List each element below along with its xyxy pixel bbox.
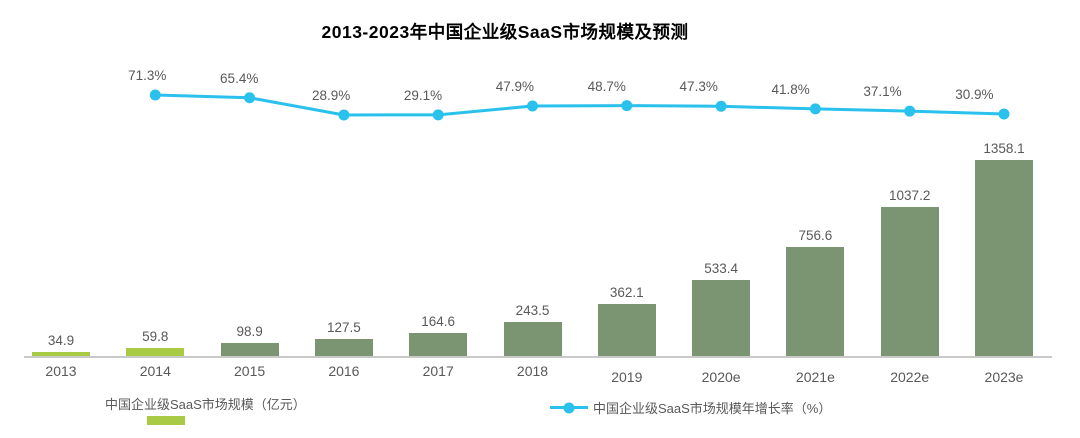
- x-axis-label: 2013: [45, 363, 77, 379]
- growth-point-label: 30.9%: [955, 87, 994, 103]
- bar-value-label: 243.5: [515, 302, 550, 318]
- bar-value-label: 362.1: [609, 285, 644, 301]
- growth-point-dot: [998, 108, 1010, 120]
- growth-point-dot: [904, 105, 916, 117]
- growth-point-dot: [621, 100, 633, 112]
- bar-value-label: 533.4: [704, 260, 738, 276]
- bar-value-label: 756.6: [798, 228, 833, 244]
- growth-point-dot: [244, 92, 256, 104]
- growth-point-dot: [809, 103, 821, 115]
- growth-point-label: 41.8%: [771, 81, 810, 97]
- bar-value-label: 98.9: [236, 323, 263, 339]
- growth-point-label: 29.1%: [403, 87, 443, 103]
- bar-2014: [126, 348, 185, 357]
- x-axis-label: 2015: [234, 363, 266, 379]
- x-axis-label: 2016: [328, 363, 360, 379]
- bar-2020e: [692, 279, 751, 357]
- bar-2022e: [880, 206, 939, 357]
- bar-2016: [314, 338, 373, 357]
- legend-bar-swatch-icon: [147, 416, 185, 425]
- bar-2018: [503, 321, 562, 357]
- growth-point-label: 47.9%: [495, 79, 535, 94]
- growth-point-dot: [715, 100, 727, 112]
- x-axis-line: [24, 356, 1052, 358]
- growth-line: [155, 93, 1005, 117]
- growth-point-label: 37.1%: [863, 84, 902, 100]
- bar-2023e: [975, 160, 1033, 357]
- chart-title: 2013-2023年中国企业级SaaS市场规模及预测: [321, 22, 689, 42]
- legend-market-size-label: 中国企业级SaaS市场规模（亿元）: [105, 397, 306, 412]
- x-axis-label: 2023e: [984, 369, 1024, 385]
- x-axis-label: 2022e: [890, 369, 930, 385]
- growth-point-label: 65.4%: [220, 70, 259, 86]
- growth-point-label: 71.3%: [128, 67, 167, 83]
- legend-dot-icon: [563, 402, 575, 413]
- x-axis-label: 2014: [139, 363, 171, 379]
- bar-value-label: 34.9: [47, 332, 75, 348]
- growth-point-dot: [338, 109, 350, 121]
- legend-growth-rate-label: 中国企业级SaaS市场规模年增长率（%）: [593, 401, 832, 416]
- x-axis-label: 2020e: [701, 369, 741, 385]
- growth-point-label: 28.9%: [311, 87, 351, 103]
- bar-value-label: 1358.1: [983, 141, 1025, 156]
- bar-value-label: 1037.2: [889, 187, 931, 203]
- bar-2019: [597, 304, 656, 357]
- x-axis-label: 2021e: [795, 369, 835, 385]
- bar-2021e: [786, 247, 845, 357]
- bar-value-label: 164.6: [421, 314, 456, 330]
- x-axis-label: 2018: [516, 363, 549, 379]
- bar-value-label: 127.5: [326, 319, 361, 335]
- legend-line-marker-icon: [550, 402, 588, 413]
- growth-point-dot: [149, 89, 161, 101]
- growth-point-dot: [527, 100, 538, 112]
- legend-market-size: 中国企业级SaaS市场规模（亿元）: [105, 394, 306, 425]
- legend-growth-rate: 中国企业级SaaS市场规模年增长率（%）: [550, 398, 831, 417]
- x-axis-label: 2019: [611, 369, 643, 385]
- x-axis-label: 2017: [422, 363, 454, 379]
- bar-2013: [32, 351, 90, 357]
- growth-point-label: 47.3%: [679, 79, 718, 95]
- bar-2017: [409, 333, 468, 357]
- bar-value-label: 59.8: [142, 329, 169, 345]
- growth-point-label: 48.7%: [587, 78, 626, 94]
- bar-2015: [220, 342, 279, 357]
- growth-point-dot: [432, 109, 444, 121]
